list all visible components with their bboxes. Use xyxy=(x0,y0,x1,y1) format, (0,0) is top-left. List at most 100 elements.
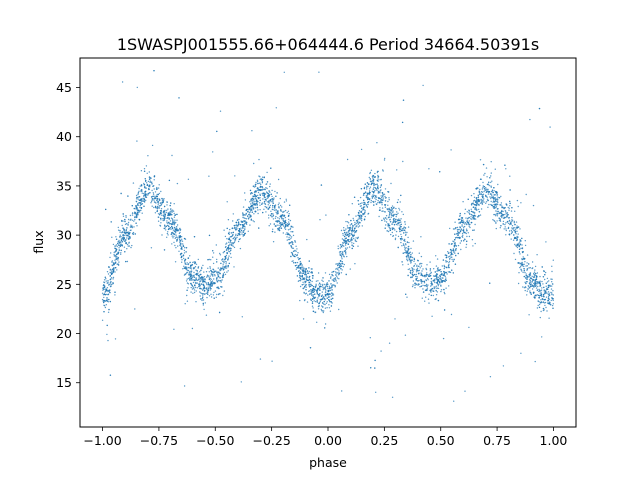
data-point xyxy=(274,190,276,193)
data-point xyxy=(382,197,384,199)
data-point xyxy=(424,285,427,287)
data-point xyxy=(500,202,503,204)
data-point xyxy=(428,302,430,304)
data-point xyxy=(228,231,230,233)
data-point xyxy=(422,284,424,287)
data-point xyxy=(348,246,351,248)
data-point xyxy=(229,241,231,243)
data-point xyxy=(207,286,209,288)
data-point xyxy=(541,336,543,338)
data-point xyxy=(482,186,484,189)
data-point xyxy=(160,217,162,220)
data-point xyxy=(286,211,288,214)
data-point xyxy=(243,230,245,232)
data-point xyxy=(545,285,547,287)
data-point xyxy=(324,287,326,289)
data-point xyxy=(536,294,538,296)
data-point xyxy=(434,271,436,273)
data-point xyxy=(341,269,343,271)
data-point xyxy=(395,207,397,210)
data-point xyxy=(251,207,254,209)
data-point xyxy=(451,269,453,271)
data-point xyxy=(187,287,189,289)
data-point xyxy=(195,290,197,292)
data-point xyxy=(316,293,319,295)
data-point xyxy=(158,184,160,186)
data-point xyxy=(339,264,342,266)
data-point xyxy=(492,195,494,198)
data-point xyxy=(548,298,550,300)
data-point xyxy=(353,232,356,234)
data-point xyxy=(300,266,302,269)
data-point xyxy=(249,215,251,217)
data-point xyxy=(106,300,109,302)
data-point xyxy=(378,201,381,203)
data-point xyxy=(363,206,366,208)
data-point xyxy=(143,198,145,200)
data-point xyxy=(128,245,131,247)
data-point xyxy=(534,279,537,282)
data-point xyxy=(126,235,128,237)
data-point xyxy=(361,209,364,211)
data-point xyxy=(363,219,366,221)
data-point xyxy=(272,202,274,204)
data-point xyxy=(319,301,321,303)
data-point xyxy=(267,208,269,210)
data-point xyxy=(505,228,507,230)
data-point xyxy=(211,271,213,273)
data-point xyxy=(540,310,542,313)
data-point xyxy=(275,209,277,211)
data-point xyxy=(289,238,291,241)
data-point xyxy=(166,204,168,206)
data-point xyxy=(388,197,390,199)
data-point xyxy=(234,175,236,177)
data-point xyxy=(509,223,511,226)
data-point xyxy=(373,204,375,206)
data-point xyxy=(153,195,155,197)
data-point xyxy=(152,193,155,195)
data-point xyxy=(165,225,168,227)
data-point xyxy=(504,207,506,209)
data-point xyxy=(332,280,335,282)
data-point xyxy=(423,275,425,277)
data-point xyxy=(392,221,394,224)
data-point xyxy=(259,189,262,192)
data-point xyxy=(540,292,542,294)
data-point xyxy=(495,190,497,193)
data-point xyxy=(529,118,531,121)
data-point xyxy=(106,282,108,284)
data-point xyxy=(244,192,246,194)
data-point xyxy=(485,195,487,197)
data-point xyxy=(158,192,161,195)
data-point xyxy=(420,274,422,276)
data-point xyxy=(390,213,393,215)
data-point xyxy=(278,224,280,226)
data-point xyxy=(226,227,228,230)
data-point xyxy=(381,192,384,194)
data-point xyxy=(505,222,507,224)
data-point xyxy=(402,243,405,245)
data-point xyxy=(298,265,300,267)
data-point xyxy=(355,215,357,217)
data-point xyxy=(354,239,356,241)
data-point xyxy=(194,286,197,289)
data-point xyxy=(200,273,202,276)
data-point xyxy=(413,260,415,263)
data-point xyxy=(402,213,404,216)
data-point xyxy=(172,220,174,222)
data-point xyxy=(465,217,467,219)
data-point xyxy=(550,278,552,280)
data-point xyxy=(519,241,521,243)
data-point xyxy=(113,267,115,269)
data-point xyxy=(414,263,416,265)
data-point xyxy=(510,210,513,212)
data-point xyxy=(539,275,541,278)
data-point xyxy=(109,291,111,294)
data-point xyxy=(153,199,155,201)
data-point xyxy=(427,284,429,286)
data-point xyxy=(425,273,428,276)
data-point xyxy=(374,176,376,178)
data-point xyxy=(248,207,251,210)
data-point xyxy=(286,239,288,241)
data-point xyxy=(399,224,401,226)
